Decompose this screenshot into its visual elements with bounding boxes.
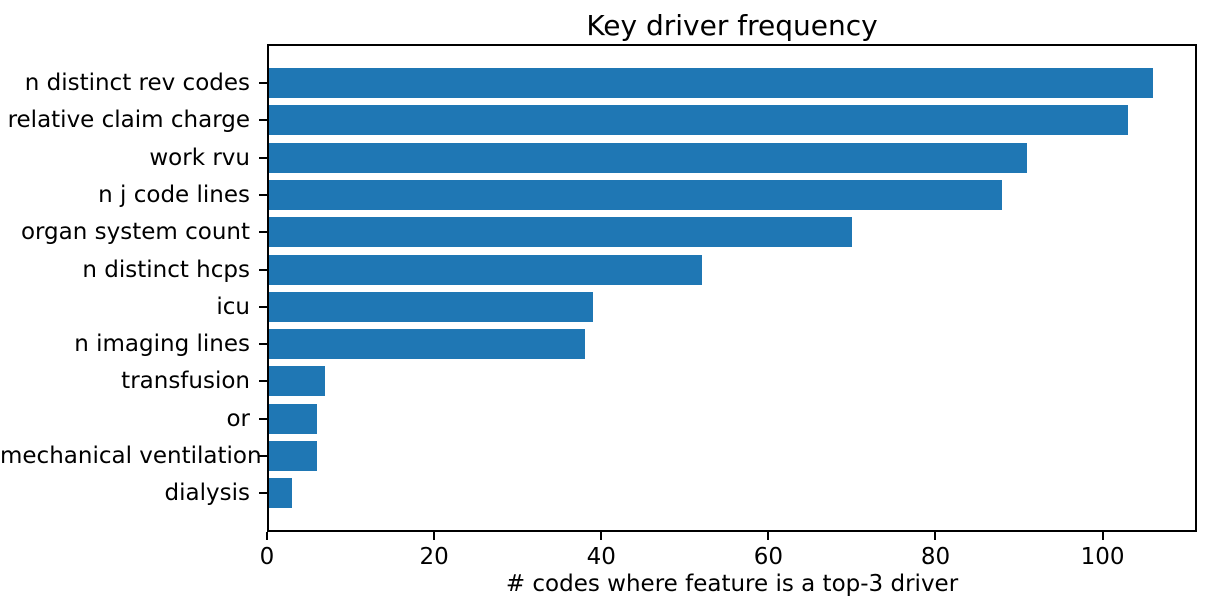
x-tick-label: 40: [586, 544, 616, 570]
y-tick-mark: [259, 193, 267, 196]
y-tick-label: organ system count: [20, 219, 250, 246]
bar: [267, 403, 318, 434]
y-tick-mark: [259, 455, 267, 457]
y-tick-mark: [259, 119, 267, 122]
y-tick-mark: [259, 380, 267, 383]
x-tick-mark: [934, 532, 937, 540]
y-tick-label: transfusion: [121, 368, 250, 395]
y-tick-mark: [259, 82, 267, 84]
bar: [267, 105, 1128, 136]
y-tick-label: n distinct hcps: [82, 256, 250, 283]
x-axis-label: # codes where feature is a top-3 driver: [505, 571, 959, 597]
y-tick-label: icu: [216, 293, 250, 320]
bar: [267, 441, 318, 471]
bar: [267, 254, 702, 285]
y-tick-mark: [259, 156, 267, 159]
bar: [267, 291, 593, 322]
y-tick-label: work rvu: [149, 144, 250, 171]
x-tick-label: 80: [920, 544, 951, 570]
y-tick-mark: [259, 268, 267, 271]
y-tick-mark: [259, 492, 267, 495]
plot-area: [267, 44, 1197, 532]
chart-title: Key driver frequency: [586, 9, 878, 42]
bar: [267, 366, 326, 397]
y-tick-mark: [259, 343, 267, 346]
y-tick-mark: [259, 417, 267, 420]
y-tick-mark: [259, 231, 267, 234]
x-tick-mark: [1101, 532, 1104, 540]
y-tick-mark: [259, 305, 267, 308]
x-tick-mark: [600, 532, 603, 540]
y-tick-label: or: [226, 405, 250, 432]
bar: [267, 217, 852, 248]
y-tick-label: relative claim charge: [7, 107, 250, 134]
y-tick-label: n imaging lines: [74, 331, 250, 358]
x-tick-mark: [433, 532, 436, 540]
bar: [267, 142, 1028, 173]
y-tick-label: n j code lines: [98, 181, 250, 208]
bar: [267, 179, 1003, 210]
x-tick-label: 60: [753, 544, 783, 570]
bar: [267, 68, 1153, 98]
x-tick-mark: [266, 532, 268, 540]
bar: [267, 478, 293, 509]
x-tick-label: 0: [259, 544, 275, 570]
y-tick-label: mechanical ventilation: [0, 443, 262, 469]
y-tick-label: dialysis: [164, 480, 250, 507]
bar: [267, 329, 585, 360]
x-tick-mark: [767, 532, 770, 540]
y-tick-label: n distinct rev codes: [24, 70, 250, 96]
x-tick-label: 20: [419, 544, 449, 570]
x-tick-label: 100: [1080, 544, 1125, 570]
